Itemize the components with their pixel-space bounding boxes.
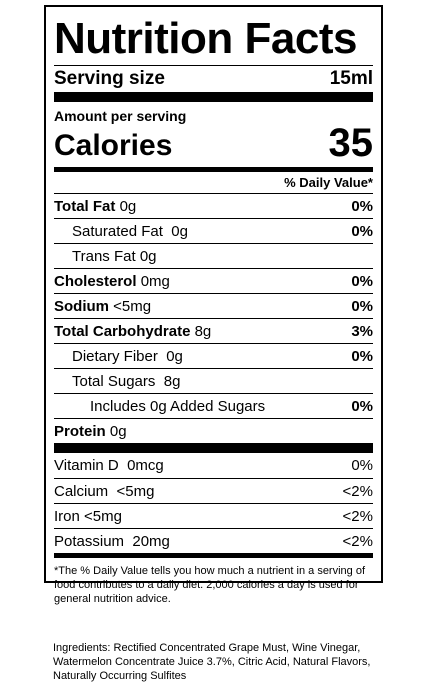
serving-size-value: 15ml <box>329 68 373 89</box>
nutrient-amount: 0g <box>109 422 127 440</box>
nutrient-name: Includes 0g Added Sugars <box>90 397 266 415</box>
vitamin-name: Vitamin D <box>54 457 119 474</box>
nutrient-name: Total Carbohydrate <box>54 322 191 340</box>
nutrient-row-added-sugars: Includes 0g Added Sugars 0% <box>54 393 373 418</box>
nutrient-row-dietary-fiber: Dietary Fiber 0g 0% <box>54 343 373 368</box>
nutrient-dv: 0% <box>351 297 373 315</box>
vitamin-amount: <5mg <box>116 482 155 500</box>
daily-value-footnote: *The % Daily Value tells you how much a … <box>54 565 366 605</box>
nutrient-amount: 0g <box>139 247 157 265</box>
nutrient-row-saturated-fat: Saturated Fat 0g 0% <box>54 218 373 243</box>
daily-value-header: % Daily Value* <box>54 167 373 193</box>
nutrition-facts-label: Nutrition Facts Serving size 15ml Amount… <box>44 5 383 605</box>
nutrient-name: Protein <box>54 422 106 440</box>
nutrient-name: Dietary Fiber <box>72 347 158 365</box>
nutrient-row-total-carbohydrate: Total Carbohydrate 8g 3% <box>54 318 373 343</box>
nutrient-row-protein: Protein 0g <box>54 418 373 443</box>
nutrient-name: Trans Fat <box>72 247 136 265</box>
nutrient-row-total-fat: Total Fat 0g 0% <box>54 193 373 218</box>
nutrient-row-trans-fat: Trans Fat 0g <box>54 243 373 268</box>
nutrient-name: Total Sugars <box>72 372 156 390</box>
calories-label: Calories <box>54 129 173 162</box>
nutrient-name: Cholesterol <box>54 272 137 290</box>
nutrient-amount: <5mg <box>113 297 152 315</box>
serving-size-row: Serving size 15ml <box>54 66 373 92</box>
nutrient-row-sodium: Sodium <5mg 0% <box>54 293 373 318</box>
vitamin-dv: <2% <box>342 507 373 525</box>
nutrient-name: Total Fat <box>54 197 116 215</box>
vitamin-dv: <2% <box>342 482 373 500</box>
divider <box>54 65 373 66</box>
serving-size-label: Serving size <box>54 68 165 89</box>
vitamin-row-calcium: Calcium <5mg <2% <box>54 478 373 503</box>
nutrient-amount: 0g <box>171 222 188 240</box>
calories-row: Calories 35 <box>54 121 374 165</box>
vitamin-name: Potassium <box>54 532 125 550</box>
vitamin-row-vitamin-d: Vitamin D 0mcg 0% <box>54 453 373 478</box>
ingredients-text: Ingredients: Rectified Concentrated Grap… <box>53 642 371 682</box>
vitamin-amount: 0mcg <box>127 457 164 474</box>
vitamin-row-potassium: Potassium 20mg <2% <box>54 528 373 553</box>
medium-divider <box>54 553 373 558</box>
nutrient-amount: 8g <box>194 322 212 340</box>
nutrient-name: Sodium <box>54 297 109 315</box>
nutrient-amount: 0g <box>119 197 137 215</box>
amount-per-serving: Amount per serving <box>54 108 187 124</box>
vitamin-dv: <2% <box>342 532 373 550</box>
vitamin-row-iron: Iron <5mg <2% <box>54 503 373 528</box>
nutrient-dv: 0% <box>351 272 373 290</box>
thick-divider <box>54 92 373 102</box>
nutrient-amount: 0g <box>166 347 183 365</box>
vitamin-name: Calcium <box>54 482 109 500</box>
nutrient-amount: 8g <box>163 372 181 390</box>
nutrient-dv: 0% <box>351 397 373 415</box>
vitamin-amount: 20mg <box>132 532 170 550</box>
nutrient-name: Saturated Fat <box>72 222 163 240</box>
label-title: Nutrition Facts <box>54 14 357 63</box>
nutrient-dv: 0% <box>351 222 373 240</box>
vitamin-dv: 0% <box>351 457 373 474</box>
nutrient-amount: 0mg <box>140 272 170 290</box>
vitamin-name: Iron <box>54 507 80 525</box>
thick-divider <box>54 443 373 453</box>
vitamin-amount: <5mg <box>84 507 122 525</box>
nutrient-row-cholesterol: Cholesterol 0mg 0% <box>54 268 373 293</box>
calories-value: 35 <box>328 121 374 165</box>
nutrient-dv: 0% <box>351 197 373 215</box>
nutrient-dv: 0% <box>351 347 373 365</box>
nutrient-dv: 3% <box>351 322 373 340</box>
nutrient-row-total-sugars: Total Sugars 8g <box>54 368 373 393</box>
